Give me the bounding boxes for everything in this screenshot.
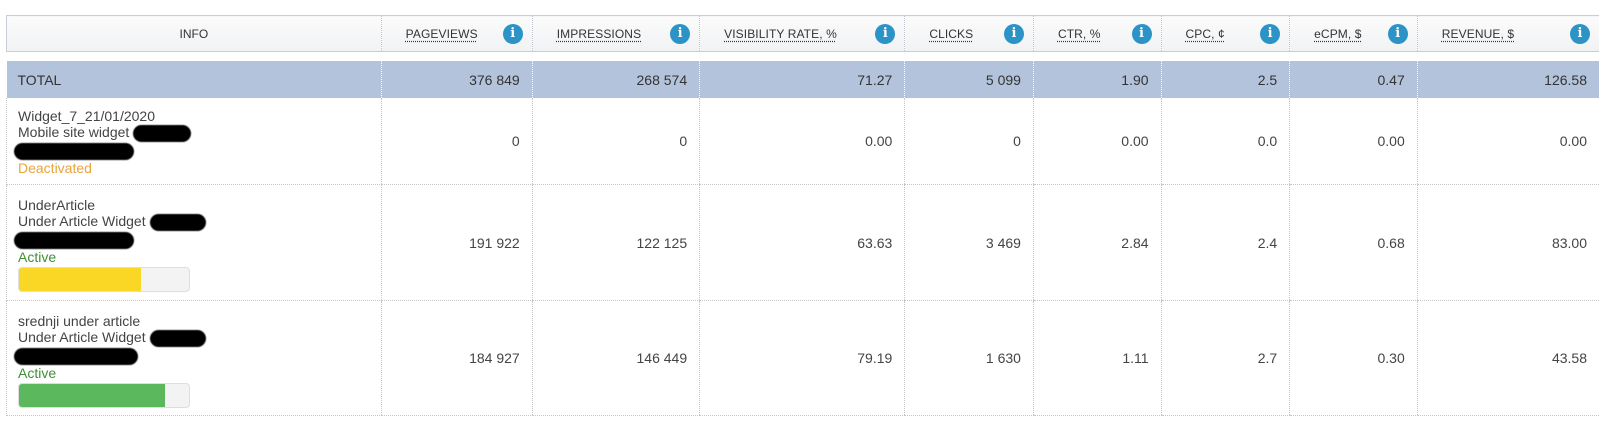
table-row[interactable]: srednji under article Under Article Widg… [6,300,1599,416]
widget-info-cell[interactable]: UnderArticle Under Article Widget Active [6,184,382,301]
revenue-cell: 43.58 [1416,300,1599,416]
column-header-label[interactable]: REVENUE, $ [1441,27,1515,41]
redaction-mark [14,231,134,249]
clicks-cell: 3 469 [904,184,1034,301]
column-header-label[interactable]: CPC, ¢ [1185,27,1225,41]
column-header-revenue[interactable]: REVENUE, $ i [1416,15,1599,52]
widget-info-cell[interactable]: Widget_7_21/01/2020 Mobile site widget D… [6,98,382,185]
clicks-cell: 0 [904,98,1034,185]
ctr-cell: 1.11 [1032,300,1162,416]
total-ctr: 1.90 [1032,61,1162,98]
table-row[interactable]: UnderArticle Under Article Widget Active… [6,184,1599,301]
column-header-label[interactable]: IMPRESSIONS [556,27,642,41]
visibility-rate-cell: 0.00 [699,98,905,185]
cpc-cell: 0.0 [1160,98,1290,185]
widget-status: Active [18,364,57,381]
ctr-cell: 0.00 [1032,98,1162,185]
column-header-label: INFO [179,26,209,41]
redaction-mark [133,124,192,142]
info-icon[interactable]: i [670,24,691,44]
widget-stats-table: INFO PAGEVIEWS i IMPRESSIONS i VISIBILITY … [6,15,1599,416]
info-icon[interactable]: i [1570,24,1590,44]
info-icon[interactable]: i [1387,24,1408,44]
info-icon[interactable]: i [1003,24,1024,44]
table-header-row: INFO PAGEVIEWS i IMPRESSIONS i VISIBILITY … [6,15,1599,52]
total-cpc: 2.5 [1160,61,1290,98]
widget-status: Deactivated [18,159,92,176]
impressions-cell: 122 125 [531,184,700,301]
redaction-mark [14,142,134,160]
total-visibility-rate: 71.27 [699,61,905,98]
widget-name[interactable]: srednji under article [18,313,141,329]
column-header-visibility-rate[interactable]: VISIBILITY RATE, % i [699,15,905,52]
widget-type-line: Under Article Widget [18,213,381,231]
total-label: TOTAL [6,61,382,98]
revenue-cell: 0.00 [1416,98,1599,185]
widget-progress-bar [18,266,190,292]
column-header-impressions[interactable]: IMPRESSIONS i [531,15,700,52]
redaction-mark [14,347,138,365]
widget-progress-fill [19,383,166,407]
revenue-cell: 83.00 [1416,184,1599,301]
column-header-info: INFO [6,15,382,52]
column-header-label[interactable]: CLICKS [929,27,974,41]
widget-info-cell[interactable]: srednji under article Under Article Widg… [6,300,382,416]
widget-name[interactable]: Widget_7_21/01/2020 [18,108,155,124]
spacer-row [7,52,1599,62]
widget-type: Mobile site widget [18,124,130,140]
total-row: TOTAL 376 849 268 574 71.27 5 099 1.90 2… [6,61,1599,98]
visibility-rate-cell: 79.19 [699,300,905,416]
column-header-cpc[interactable]: CPC, ¢ i [1160,15,1290,52]
info-icon[interactable]: i [1260,24,1281,44]
total-pageviews: 376 849 [380,61,533,98]
column-header-clicks[interactable]: CLICKS i [904,15,1034,52]
ecpm-cell: 0.00 [1289,98,1418,185]
total-clicks: 5 099 [904,61,1034,98]
column-header-ctr[interactable]: CTR, % i [1032,15,1162,52]
widget-type-line: Mobile site widget [18,124,381,142]
info-icon[interactable]: i [1131,24,1152,44]
column-header-label[interactable]: CTR, % [1057,27,1101,41]
widget-progress-fill [19,267,142,291]
total-revenue: 126.58 [1416,61,1599,98]
pageviews-cell: 191 922 [380,184,533,301]
redaction-mark [149,329,206,347]
widget-progress-bar [18,382,190,408]
total-impressions: 268 574 [531,61,700,98]
column-header-pageviews[interactable]: PAGEVIEWS i [380,15,533,52]
info-icon[interactable]: i [875,24,896,44]
redaction-mark [149,213,206,231]
ecpm-cell: 0.30 [1289,300,1418,416]
cpc-cell: 2.4 [1160,184,1290,301]
ecpm-cell: 0.68 [1289,184,1418,301]
visibility-rate-cell: 63.63 [699,184,905,301]
pageviews-cell: 0 [380,98,533,185]
spacer-cell [7,52,1599,62]
clicks-cell: 1 630 [904,300,1034,416]
widget-type: Under Article Widget [18,213,146,229]
ctr-cell: 2.84 [1032,184,1162,301]
widget-type-line: Under Article Widget [18,329,381,347]
column-header-label[interactable]: VISIBILITY RATE, % [724,27,837,41]
impressions-cell: 0 [531,98,700,185]
cpc-cell: 2.7 [1160,300,1290,416]
table-row[interactable]: Widget_7_21/01/2020 Mobile site widget D… [6,98,1599,185]
widget-status: Active [18,248,57,265]
info-icon[interactable]: i [502,24,523,44]
column-header-ecpm[interactable]: eCPM, $ i [1289,15,1418,52]
total-ecpm: 0.47 [1289,61,1418,98]
column-header-label[interactable]: eCPM, $ [1314,27,1362,41]
widget-type: Under Article Widget [18,329,146,345]
pageviews-cell: 184 927 [380,300,533,416]
column-header-label[interactable]: PAGEVIEWS [405,27,478,41]
impressions-cell: 146 449 [531,300,700,416]
widget-name[interactable]: UnderArticle [18,197,96,213]
